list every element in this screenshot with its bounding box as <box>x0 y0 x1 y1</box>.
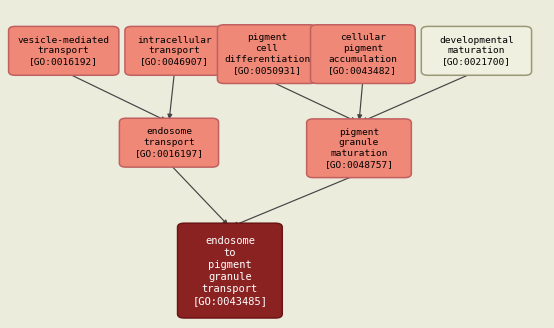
FancyBboxPatch shape <box>310 25 416 84</box>
FancyBboxPatch shape <box>177 223 282 318</box>
Text: endosome
to
pigment
granule
transport
[GO:0043485]: endosome to pigment granule transport [G… <box>192 236 268 306</box>
Text: cellular
pigment
accumulation
[GO:0043482]: cellular pigment accumulation [GO:004348… <box>329 33 397 75</box>
Text: pigment
cell
differentiation
[GO:0050931]: pigment cell differentiation [GO:0050931… <box>224 33 310 75</box>
Text: pigment
granule
maturation
[GO:0048757]: pigment granule maturation [GO:0048757] <box>325 128 393 169</box>
FancyBboxPatch shape <box>119 118 218 167</box>
FancyBboxPatch shape <box>9 26 119 75</box>
Text: intracellular
transport
[GO:0046907]: intracellular transport [GO:0046907] <box>137 36 212 66</box>
FancyBboxPatch shape <box>125 26 224 75</box>
FancyBboxPatch shape <box>421 26 532 75</box>
Text: developmental
maturation
[GO:0021700]: developmental maturation [GO:0021700] <box>439 36 514 66</box>
FancyBboxPatch shape <box>307 119 411 178</box>
FancyBboxPatch shape <box>217 25 316 84</box>
Text: endosome
transport
[GO:0016197]: endosome transport [GO:0016197] <box>135 128 203 158</box>
Text: vesicle-mediated
transport
[GO:0016192]: vesicle-mediated transport [GO:0016192] <box>18 36 110 66</box>
